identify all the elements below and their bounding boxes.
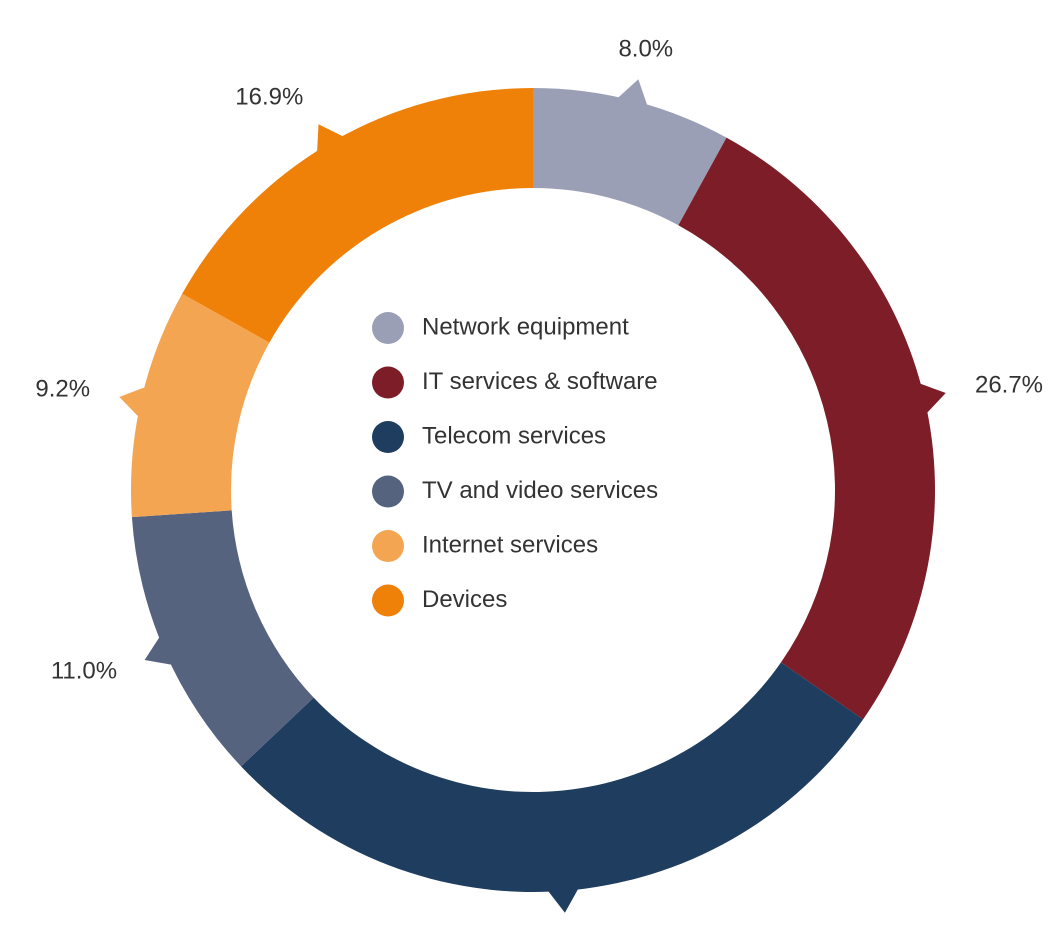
legend-swatch <box>372 312 404 344</box>
pointer <box>119 386 147 418</box>
legend-label: Telecom services <box>422 422 606 449</box>
pointer <box>144 635 174 665</box>
slice <box>131 293 270 518</box>
data-label: 26.7% <box>975 372 1043 399</box>
data-label: 28.3% <box>533 928 601 930</box>
pointer <box>616 79 648 107</box>
legend-swatch <box>372 584 404 617</box>
legend-swatch <box>372 421 404 453</box>
data-label: 11.0% <box>51 657 117 684</box>
legend-label: TV and video services <box>422 477 658 504</box>
pointer <box>317 124 345 154</box>
legend-label: Internet services <box>422 531 598 558</box>
legend-swatch <box>372 530 404 562</box>
slice <box>182 88 533 343</box>
slice <box>678 137 935 720</box>
legend-label: Devices <box>422 586 507 613</box>
slice <box>533 88 727 226</box>
legend-swatch <box>372 475 404 508</box>
slice <box>241 662 864 893</box>
pointer <box>918 383 946 415</box>
legend-swatch <box>372 366 404 399</box>
data-label: 16.9% <box>235 84 303 111</box>
pointer <box>547 887 580 913</box>
data-label: 8.0% <box>618 36 673 63</box>
slice <box>131 510 314 767</box>
data-label: 9.2% <box>35 376 90 403</box>
legend-label: Network equipment <box>422 313 629 340</box>
legend-label: IT services & software <box>422 368 658 395</box>
